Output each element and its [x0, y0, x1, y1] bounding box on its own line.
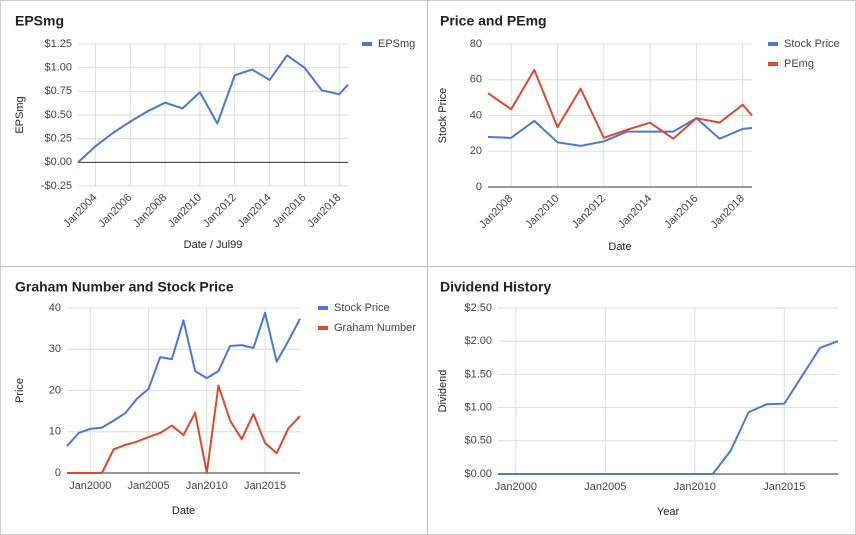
legend-swatch	[362, 42, 372, 46]
x-tick-label: Jan2010	[186, 480, 228, 492]
y-tick-label: $1.25	[44, 38, 72, 50]
y-axis-title: Price	[14, 378, 26, 403]
legend-label: EPSmg	[378, 38, 415, 50]
x-axis-title: Date	[608, 241, 631, 253]
y-tick-label: $0.50	[44, 109, 72, 121]
y-tick-label: $0.00	[44, 156, 72, 168]
x-tick-label: Jan2015	[763, 481, 805, 493]
x-tick-label: Jan2010	[674, 481, 716, 493]
legend-swatch	[768, 62, 778, 66]
legend-swatch	[318, 326, 328, 330]
chart-title: Price and PEmg	[440, 13, 547, 29]
y-axis-title: EPSmg	[14, 96, 26, 133]
data-line	[77, 54, 349, 164]
x-tick-label: Jan2005	[127, 480, 169, 492]
data-line	[498, 340, 839, 475]
y-tick-label: $0.50	[464, 435, 492, 447]
y-axis-title: Stock Price	[437, 88, 449, 144]
y-tick-label: 60	[470, 74, 482, 86]
x-tick-label: Jan2015	[244, 480, 286, 492]
x-axis-title: Date / Jul99	[184, 239, 243, 251]
y-tick-label: $0.75	[44, 85, 72, 97]
legend-label: PEmg	[784, 58, 814, 70]
y-tick-label: 40	[49, 302, 61, 314]
legend-swatch	[318, 306, 328, 310]
y-tick-label: $0.00	[464, 468, 492, 480]
legend-swatch	[768, 42, 778, 46]
y-tick-label: $0.25	[44, 133, 72, 145]
y-tick-label: $1.00	[44, 62, 72, 74]
y-tick-label: 0	[476, 181, 482, 193]
chart-title: Dividend History	[440, 279, 551, 295]
legend-label: Stock Price	[334, 302, 390, 314]
x-tick-label: Jan2000	[495, 481, 537, 493]
legend-label: Stock Price	[784, 38, 840, 50]
data-line	[487, 68, 753, 140]
chart-title: Graham Number and Stock Price	[15, 279, 234, 295]
data-line	[67, 384, 301, 474]
y-tick-label: $1.50	[464, 368, 492, 380]
x-tick-label: Jan2005	[584, 481, 626, 493]
data-line	[66, 311, 301, 447]
data-line	[487, 117, 753, 147]
y-tick-label: 80	[470, 38, 482, 50]
y-tick-label: -$0.25	[41, 180, 72, 192]
x-axis-title: Date	[172, 505, 195, 517]
y-axis-title: Dividend	[437, 370, 449, 413]
y-tick-label: $2.50	[464, 302, 492, 314]
y-tick-label: $2.00	[464, 335, 492, 347]
y-tick-label: 20	[49, 384, 61, 396]
y-tick-label: 10	[49, 426, 61, 438]
y-tick-label: 0	[55, 467, 61, 479]
x-tick-label: Jan2000	[69, 480, 111, 492]
x-axis-title: Year	[657, 506, 680, 518]
y-tick-label: $1.00	[464, 402, 492, 414]
legend-label: Graham Number	[334, 322, 416, 334]
y-tick-label: 20	[470, 145, 482, 157]
y-tick-label: 40	[470, 109, 482, 121]
chart-title: EPSmg	[15, 13, 64, 29]
y-tick-label: 30	[49, 343, 61, 355]
